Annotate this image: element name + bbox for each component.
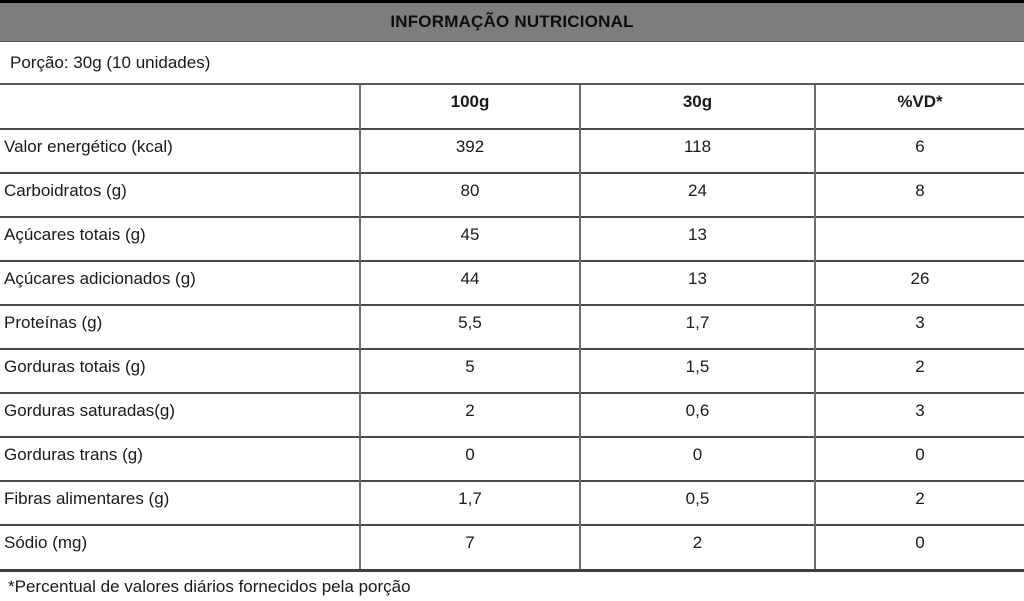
row-label: Açúcares adicionados (g) — [0, 260, 360, 305]
table-row: Gorduras saturadas(g) 2 0,6 3 — [0, 392, 1024, 437]
value-30g: 0,6 — [579, 392, 815, 437]
table-row: Gorduras trans (g) 0 0 0 — [0, 436, 1024, 481]
value-vd: 26 — [814, 260, 1024, 305]
value-30g: 2 — [579, 524, 815, 569]
table-row: Fibras alimentares (g) 1,7 0,5 2 — [0, 480, 1024, 525]
row-label: Proteínas (g) — [0, 304, 360, 349]
table-row: Açúcares adicionados (g) 44 13 26 — [0, 260, 1024, 305]
value-vd: 3 — [814, 304, 1024, 349]
value-30g: 13 — [579, 260, 815, 305]
row-label: Sódio (mg) — [0, 524, 360, 569]
value-100g: 2 — [359, 392, 580, 437]
table-row: Valor energético (kcal) 392 118 6 — [0, 128, 1024, 173]
value-100g: 5 — [359, 348, 580, 393]
value-100g: 44 — [359, 260, 580, 305]
nutrition-table: 100g 30g %VD* Valor energético (kcal) 39… — [0, 85, 1024, 569]
table-row: Proteínas (g) 5,5 1,7 3 — [0, 304, 1024, 349]
value-100g: 80 — [359, 172, 580, 217]
value-30g: 1,5 — [579, 348, 815, 393]
table-row: Carboidratos (g) 80 24 8 — [0, 172, 1024, 217]
value-30g: 0,5 — [579, 480, 815, 525]
row-label: Açúcares totais (g) — [0, 216, 360, 261]
value-vd: 0 — [814, 436, 1024, 481]
value-30g: 24 — [579, 172, 815, 217]
column-header-blank — [0, 85, 360, 129]
table-row: Sódio (mg) 7 2 0 — [0, 524, 1024, 569]
portion-text: Porção: 30g (10 unidades) — [10, 52, 211, 72]
value-30g: 0 — [579, 436, 815, 481]
table-row: Açúcares totais (g) 45 13 — [0, 216, 1024, 261]
value-vd: 2 — [814, 348, 1024, 393]
value-100g: 45 — [359, 216, 580, 261]
table-header-row: 100g 30g %VD* — [0, 85, 1024, 129]
table-row: Gorduras totais (g) 5 1,5 2 — [0, 348, 1024, 393]
value-30g: 1,7 — [579, 304, 815, 349]
value-100g: 392 — [359, 128, 580, 173]
value-vd: 0 — [814, 524, 1024, 569]
footnote-text: *Percentual de valores diários fornecido… — [8, 577, 411, 596]
value-30g: 13 — [579, 216, 815, 261]
value-vd: 3 — [814, 392, 1024, 437]
column-header-100g: 100g — [359, 85, 580, 129]
value-vd: 8 — [814, 172, 1024, 217]
value-vd: 6 — [814, 128, 1024, 173]
value-vd: 2 — [814, 480, 1024, 525]
column-header-vd: %VD* — [814, 85, 1024, 129]
portion-row: Porção: 30g (10 unidades) — [0, 42, 1024, 85]
value-100g: 0 — [359, 436, 580, 481]
value-100g: 7 — [359, 524, 580, 569]
value-30g: 118 — [579, 128, 815, 173]
value-100g: 1,7 — [359, 480, 580, 525]
value-100g: 5,5 — [359, 304, 580, 349]
footnote-row: *Percentual de valores diários fornecido… — [0, 569, 1024, 601]
row-label: Carboidratos (g) — [0, 172, 360, 217]
page-title: INFORMAÇÃO NUTRICIONAL — [390, 12, 634, 31]
row-label: Fibras alimentares (g) — [0, 480, 360, 525]
row-label: Gorduras trans (g) — [0, 436, 360, 481]
row-label: Gorduras saturadas(g) — [0, 392, 360, 437]
column-header-30g: 30g — [579, 85, 815, 129]
row-label: Gorduras totais (g) — [0, 348, 360, 393]
title-bar: INFORMAÇÃO NUTRICIONAL — [0, 0, 1024, 42]
value-vd — [814, 216, 1024, 261]
row-label: Valor energético (kcal) — [0, 128, 360, 173]
